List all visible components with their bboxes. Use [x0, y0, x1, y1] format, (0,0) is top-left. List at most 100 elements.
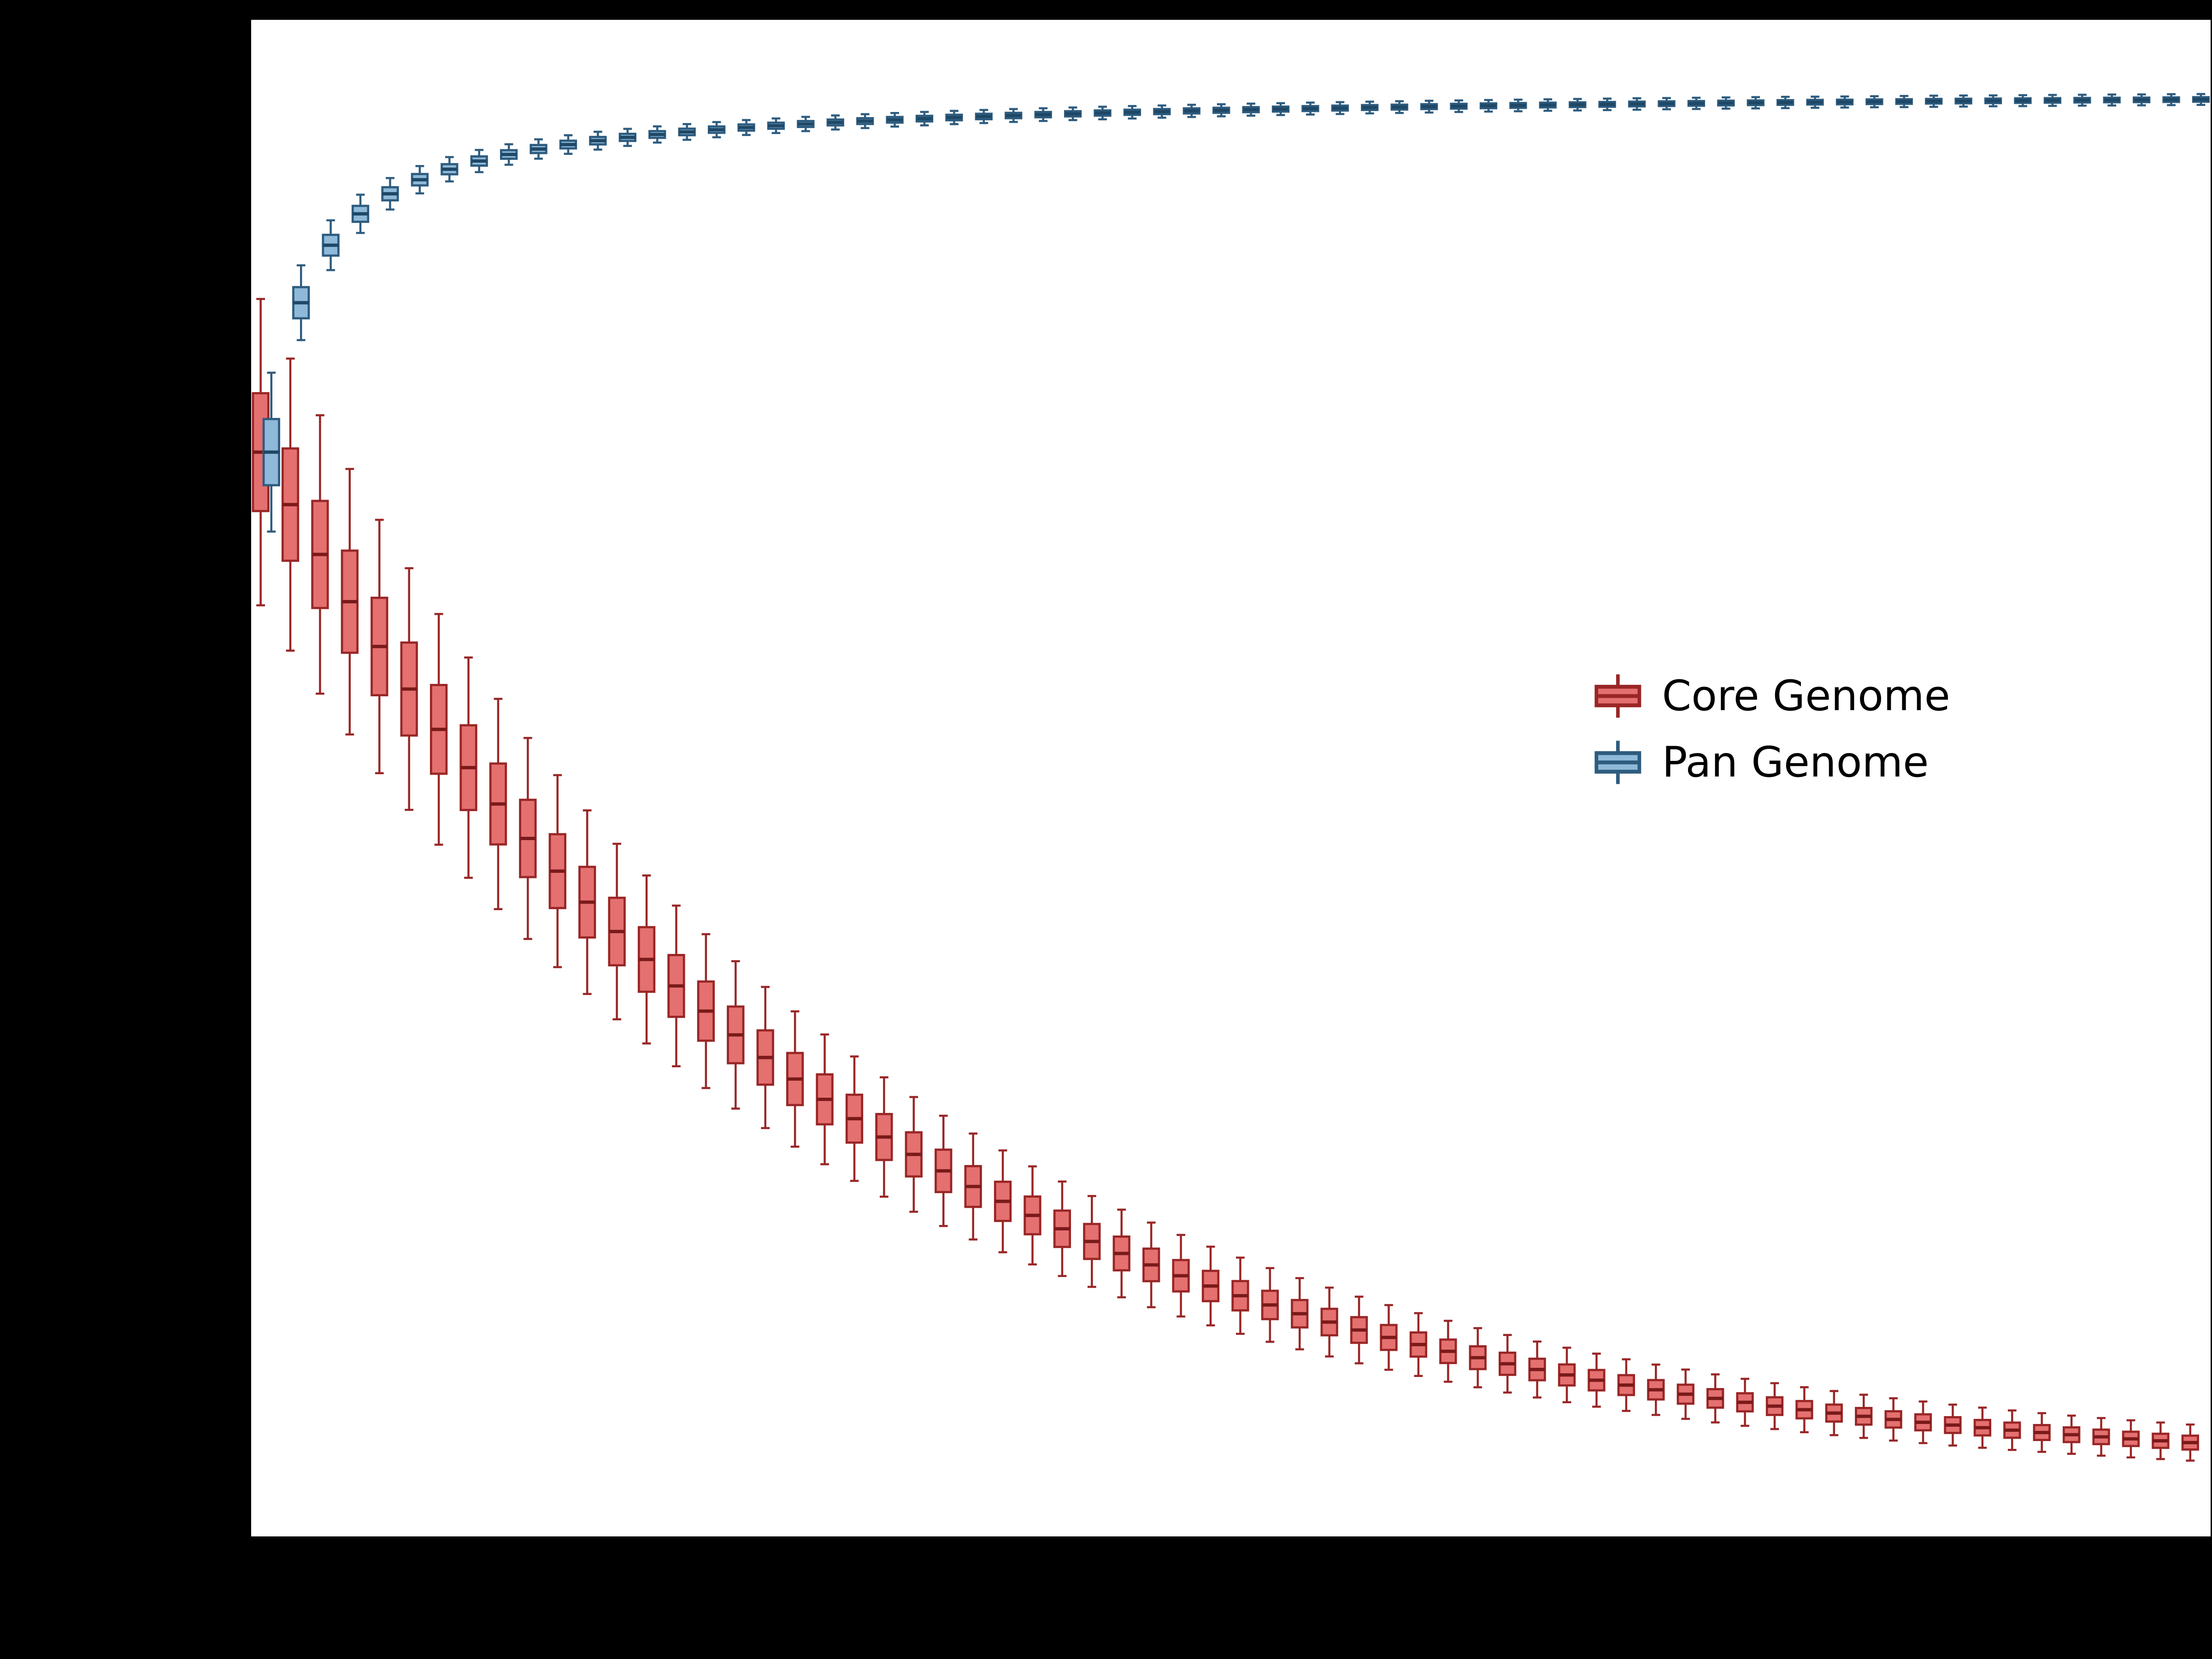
- box-core-57: [1914, 1400, 1932, 1444]
- box-core-58: [1944, 1403, 1962, 1447]
- box-core-22: [875, 1076, 893, 1198]
- box-core-10: [519, 736, 537, 940]
- box-core-64: [2122, 1419, 2140, 1459]
- box-pan-24: [945, 109, 963, 125]
- box-core-2: [282, 357, 300, 652]
- box-core-37: [1320, 1286, 1339, 1358]
- legend: Core Genome Pan Genome: [1594, 671, 1950, 787]
- box-core-56: [1884, 1397, 1903, 1441]
- box-pan-39: [1390, 100, 1409, 114]
- box-core-21: [846, 1055, 864, 1182]
- box-pan-58: [1954, 94, 1973, 108]
- box-pan-57: [1925, 94, 1943, 108]
- box-core-36: [1291, 1277, 1309, 1350]
- box-core-17: [727, 960, 745, 1110]
- box-core-62: [2063, 1414, 2081, 1455]
- box-pan-9: [500, 143, 518, 166]
- box-pan-5: [381, 176, 400, 211]
- legend-label-core-genome: Core Genome: [1662, 671, 1950, 720]
- box-core-53: [1795, 1386, 1813, 1433]
- box-core-63: [2092, 1417, 2111, 1457]
- box-core-28: [1053, 1180, 1071, 1277]
- box-core-39: [1380, 1304, 1398, 1371]
- box-core-54: [1825, 1389, 1843, 1436]
- box-core-66: [2182, 1423, 2200, 1462]
- box-pan-51: [1747, 96, 1765, 110]
- box-pan-32: [1183, 103, 1201, 118]
- box-pan-2: [292, 264, 310, 341]
- box-pan-64: [2133, 93, 2151, 106]
- box-pan-12: [589, 130, 607, 151]
- box-core-4: [341, 467, 359, 735]
- box-pan-31: [1153, 104, 1171, 119]
- box-core-50: [1706, 1373, 1724, 1424]
- core-genome-boxplot-icon: [1594, 674, 1641, 718]
- box-core-47: [1618, 1358, 1635, 1412]
- box-pan-6: [411, 165, 429, 194]
- box-core-32: [1172, 1234, 1190, 1318]
- box-core-41: [1439, 1319, 1457, 1383]
- legend-item-core-genome: Core Genome: [1594, 671, 1950, 720]
- box-core-51: [1736, 1377, 1754, 1427]
- box-pan-33: [1212, 103, 1230, 118]
- box-pan-37: [1331, 100, 1349, 115]
- box-core-11: [549, 774, 567, 968]
- box-core-23: [905, 1095, 923, 1213]
- box-pan-25: [975, 108, 993, 124]
- box-pan-44: [1539, 98, 1557, 112]
- box-pan-13: [619, 127, 637, 147]
- box-core-30: [1112, 1208, 1131, 1298]
- box-pan-38: [1361, 100, 1379, 114]
- box-pan-18: [767, 117, 785, 134]
- box-core-16: [697, 933, 715, 1089]
- box-core-14: [638, 874, 656, 1045]
- box-core-52: [1766, 1382, 1784, 1430]
- legend-item-pan-genome: Pan Genome: [1594, 738, 1929, 787]
- box-core-6: [400, 567, 418, 811]
- box-core-12: [578, 809, 596, 995]
- box-pan-10: [529, 138, 548, 160]
- box-pan-8: [470, 148, 488, 173]
- box-core-5: [371, 518, 388, 774]
- box-core-38: [1350, 1295, 1368, 1365]
- box-pan-53: [1806, 95, 1824, 109]
- box-core-15: [667, 904, 686, 1067]
- plot-area: Core Genome Pan Genome: [250, 18, 2212, 1538]
- box-pan-23: [916, 111, 934, 126]
- box-pan-11: [559, 134, 577, 155]
- box-pan-54: [1836, 95, 1854, 109]
- box-pan-65: [2162, 93, 2181, 106]
- box-core-46: [1588, 1352, 1606, 1408]
- box-pan-4: [352, 193, 370, 234]
- box-pan-17: [737, 118, 756, 136]
- box-core-40: [1410, 1312, 1428, 1377]
- box-pan-40: [1420, 99, 1438, 113]
- box-pan-61: [2044, 94, 2062, 107]
- box-pan-29: [1094, 105, 1112, 120]
- box-core-26: [994, 1149, 1012, 1253]
- box-core-8: [459, 656, 478, 879]
- box-pan-30: [1124, 105, 1141, 119]
- box-pan-52: [1777, 95, 1794, 109]
- box-pan-63: [2103, 93, 2121, 106]
- box-core-61: [2033, 1412, 2051, 1453]
- box-core-25: [964, 1132, 982, 1241]
- box-core-43: [1499, 1334, 1517, 1394]
- box-pan-27: [1034, 107, 1053, 122]
- box-pan-41: [1450, 99, 1468, 113]
- boxplot-svg: [252, 93, 2210, 1462]
- legend-label-pan-genome: Pan Genome: [1662, 737, 1929, 787]
- box-pan-35: [1272, 102, 1290, 116]
- box-pan-45: [1569, 98, 1587, 112]
- box-core-42: [1469, 1327, 1487, 1388]
- box-core-9: [489, 697, 507, 910]
- box-core-31: [1142, 1221, 1160, 1308]
- box-core-44: [1528, 1340, 1547, 1399]
- box-pan-20: [826, 114, 845, 130]
- box-core-19: [786, 1010, 804, 1148]
- box-pan-3: [322, 219, 340, 271]
- box-pan-1: [263, 371, 281, 533]
- box-core-35: [1261, 1267, 1279, 1343]
- box-core-20: [816, 1033, 834, 1165]
